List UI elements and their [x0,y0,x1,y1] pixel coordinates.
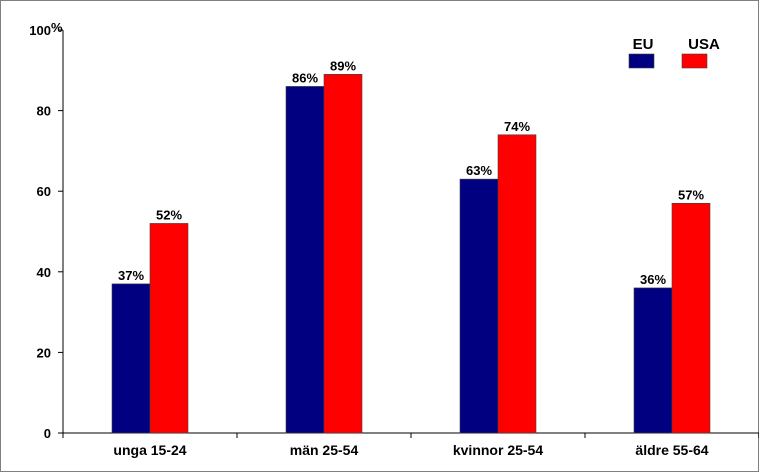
bar-usa-0 [149,223,189,434]
x-tick-label: unga 15-24 [113,442,186,458]
data-label-usa-1: 89% [330,58,356,73]
bar-usa-3 [671,202,711,434]
data-label-eu-2: 63% [466,163,492,178]
y-axis-unit-label: % [51,20,63,35]
data-label-usa-3: 57% [678,187,704,202]
bar-eu-2 [459,178,499,434]
y-ticks: 0 20 40 60 80 100 [29,23,63,441]
data-label-eu-0: 37% [118,268,144,283]
legend-swatch-usa [681,53,708,69]
x-ticks: unga 15-24 män 25-54 kvinnor 25-54 äldre 55… [62,433,759,458]
bar-eu-1 [285,86,325,434]
y-tick-label: 100 [29,23,51,38]
y-tick-label: 20 [37,345,51,360]
x-tick-label: män 25-54 [290,442,359,458]
bar-usa-1 [323,74,363,434]
x-tick-label: kvinnor 25-54 [453,442,543,458]
data-label-eu-1: 86% [292,70,318,85]
y-tick-label: 40 [37,265,51,280]
bars: 37% 52% 86% 89% 63% 74% 36% 57% [111,58,711,434]
y-tick-label: 0 [44,426,51,441]
bar-eu-0 [111,283,151,434]
legend: EU USA [628,36,720,69]
data-label-usa-2: 74% [504,119,530,134]
legend-swatch-eu [628,53,655,69]
legend-label-eu: EU [633,36,654,53]
x-tick-label: äldre 55-64 [635,442,708,458]
bar-eu-3 [633,287,673,434]
bar-usa-2 [497,134,537,434]
data-label-eu-3: 36% [640,272,666,287]
y-tick-label: 80 [37,104,51,119]
legend-label-usa: USA [688,36,720,53]
data-label-usa-0: 52% [156,207,182,222]
y-tick-label: 60 [37,184,51,199]
